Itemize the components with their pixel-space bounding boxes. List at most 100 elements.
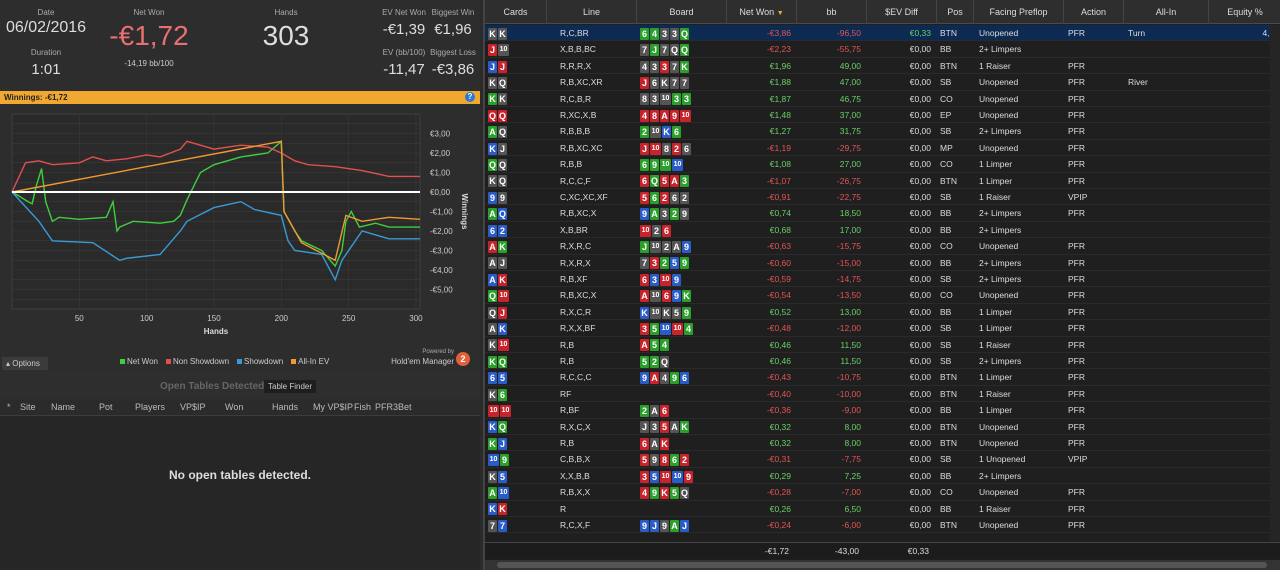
table-row[interactable]: A Q R,B,B,B 2 10 K 6 €1,27 31,75 €0,00 SB 2+ Limper… [485, 123, 1280, 140]
pos-cell: CO [940, 241, 953, 252]
ev-diff-cell: €0,00 [909, 257, 931, 268]
facing-cell: 1 Raiser [979, 339, 1011, 350]
table-row[interactable]: J J R,R,R,X 4 3 3 7 K €1,96 49,00 €0,00 BTN 1 Raiser… [485, 58, 1280, 75]
table-row[interactable]: A 10 R,B,X,X 4 9 K 5 Q -€0,28 -7,00 €0,00 CO Unopene… [485, 484, 1280, 501]
open-tables-columns: * Site Name Pot Players VP$IP Won Hands … [0, 399, 480, 416]
playing-card: 2 [662, 240, 671, 253]
playing-card: 6 [498, 388, 507, 401]
playing-card: 5 [650, 322, 659, 335]
facing-cell: Unopened [979, 438, 1019, 448]
table-row[interactable]: K Q R,C,C,F 6 Q 5 A 3 -€1,07 -26,75 €0,00 BTN 1 Limp… [485, 173, 1280, 189]
table-row[interactable]: Q J R,X,C,R K 10 K 5 9 €0,52 13,00 €0,00 BB 1 Limper… [485, 304, 1280, 321]
horizontal-scrollbar[interactable] [485, 560, 1280, 570]
table-row[interactable]: Q 10 R,B,XC,X A 10 6 9 K -€0,54 -13,50 €0,00 CO Unop… [485, 287, 1280, 304]
table-row[interactable]: A J R,X,R,X 7 3 2 5 9 -€0,60 -15,00 €0,00 BB 2+ Limp… [485, 255, 1280, 271]
equity-cell: na [1209, 304, 1279, 320]
col-line[interactable]: Line [547, 0, 637, 24]
col-site[interactable]: Site [20, 402, 36, 412]
table-row[interactable]: K J R,B,XC,XC J 10 8 2 6 -€1,19 -29,75 €0,00 MP Unop… [485, 140, 1280, 157]
table-row[interactable]: K Q R,X,C,X J 3 5 A K €0,32 8,00 €0,00 BTN Unopened P… [485, 419, 1280, 435]
table-row[interactable]: 10 10 R,BF 2 A 6 -€0,36 -9,00 €0,00 BB 1 Limper PFR… [485, 402, 1280, 419]
legend-showdown[interactable]: Showdown [237, 357, 283, 366]
col-my-vpip[interactable]: My VP$IP [313, 402, 354, 412]
playing-card: J [498, 60, 507, 73]
col-fish[interactable]: Fish [354, 402, 372, 412]
playing-card: A [670, 175, 679, 188]
net-won-cell: -€1,19 [766, 142, 791, 153]
col-bb[interactable]: bb [797, 0, 867, 24]
table-row[interactable]: A K R,X,X,BF 3 5 10 10 4 -€0,48 -12,00 €0,00 SB 1 Li… [485, 320, 1280, 337]
bb-cell: -10,75 [836, 372, 861, 383]
col-board[interactable]: Board [637, 0, 727, 24]
table-row[interactable]: A K R,X,R,C J 10 2 A 9 -€0,63 -15,75 €0,00 CO Unopen… [485, 238, 1280, 255]
net-won-cell: €1,87 [769, 93, 791, 104]
table-finder-button[interactable]: Table Finder [264, 380, 317, 393]
table-row[interactable]: K K R,C,BR 6 4 3 3 Q -€3,86 -96,50 €0,33 BTN Unopene… [485, 25, 1280, 42]
table-row[interactable]: J 10 X,B,B,BC 7 J 7 Q Q -€2,23 -55,75 €0,00 BB 2+ Li… [485, 41, 1280, 58]
col-pot[interactable]: Pot [99, 402, 113, 412]
net-won-cell: €0,32 [769, 421, 791, 432]
table-row[interactable]: 9 9 C,XC,XC,XF 5 6 2 6 2 -€0,91 -22,75 €0,00 SB 1 Ra… [485, 189, 1280, 206]
playing-card: 3 [660, 27, 669, 40]
facing-cell: 2+ Limpers [979, 208, 1022, 219]
table-row[interactable]: KK R €0,26 6,50 €0,00 BB 1 Raiser PFR na [485, 501, 1280, 517]
table-row[interactable]: 6 5 R,C,C,C 9 A 4 9 6 -€0,43 -10,75 €0,00 BTN 1 Limp… [485, 369, 1280, 386]
legend-non-showdown[interactable]: Non Showdown [165, 357, 229, 366]
action-cell: PFR [1068, 28, 1085, 38]
vertical-scrollbar[interactable] [1270, 25, 1280, 542]
col-action[interactable]: Action [1064, 0, 1124, 24]
table-row[interactable]: K Q R,B,XC,XR J 6 K 7 7 €1,88 47,00 €0,00 SB Unopene… [485, 74, 1280, 91]
col-3bet[interactable]: 3Bet [393, 402, 412, 412]
pos-cell: SB [940, 454, 952, 465]
legend-allin-ev[interactable]: All-In EV [291, 357, 329, 366]
col-cards[interactable]: Cards [485, 0, 547, 24]
col-net-won[interactable]: Net Won ▼ [727, 0, 797, 24]
options-button[interactable]: ▴ Options [2, 357, 48, 370]
col-facing-preflop[interactable]: Facing Preflop [974, 0, 1064, 24]
table-row[interactable]: 7 7 R,C,X,F 9 J 9 A J -€0,24 -6,00 €0,00 BTN Unopene… [485, 517, 1280, 534]
col-players[interactable]: Players [135, 402, 166, 412]
playing-card: K [498, 240, 507, 253]
col-pfr[interactable]: PFR [375, 402, 393, 412]
table-row[interactable]: Q Q R,B,B 6 9 10 10 €1,08 27,00 €0,00 CO 1 Limper PF… [485, 156, 1280, 173]
col-name[interactable]: Name [51, 402, 76, 412]
table-row[interactable]: 10 9 C,B,B,X 5 9 8 6 2 -€0,31 -7,75 €0,00 SB 1 Unope… [485, 451, 1280, 468]
legend-net-won[interactable]: Net Won [120, 357, 158, 366]
table-row[interactable]: K10 R,B A54 €0,46 11,50 €0,00 SB 1 Raiser PFR na [485, 337, 1280, 353]
net-won-cell: €1,88 [769, 77, 791, 88]
table-row[interactable]: K6 RF -€0,40 -10,00 €0,00 BTN 1 Raiser PFR na [485, 386, 1280, 403]
playing-card: 9 [684, 470, 693, 483]
col-pos[interactable]: Pos [937, 0, 974, 24]
playing-card: A [660, 109, 669, 122]
duration-label: Duration [30, 48, 62, 57]
col-star[interactable]: * [7, 402, 11, 412]
table-row[interactable]: A Q R,B,XC,X 9 A 3 2 9 €0,74 18,50 €0,00 BB 2+ Limpe… [485, 205, 1280, 222]
help-icon[interactable]: ? [465, 92, 475, 102]
col-won[interactable]: Won [225, 402, 244, 412]
col-hands[interactable]: Hands [272, 402, 299, 412]
col-ev-diff[interactable]: $EV Diff [867, 0, 937, 24]
table-row[interactable]: A K R,B,XF 6 3 10 9 -€0,59 -14,75 €0,00 SB 2+ Limpe… [485, 271, 1280, 288]
table-row[interactable]: K 5 X,X,B,B 3 5 10 10 9 €0,29 7,25 €0,00 BB 2+ Limpe… [485, 468, 1280, 485]
line-cell: X,B,BR [560, 224, 588, 235]
playing-card: J [650, 519, 659, 532]
col-allin[interactable]: All-In [1124, 0, 1209, 24]
equity-cell: na [1209, 41, 1279, 57]
table-row[interactable]: K K R,C,B,R 8 3 10 3 3 €1,87 46,75 €0,00 CO Unopened… [485, 91, 1280, 107]
playing-card: 10 [488, 404, 499, 417]
action-cell: PFR [1068, 93, 1085, 104]
col-equity[interactable]: Equity % [1209, 0, 1280, 24]
scroll-thumb[interactable] [497, 562, 1267, 568]
playing-card: K [488, 437, 497, 450]
playing-card: A [488, 126, 497, 139]
col-vpip[interactable]: VP$IP [180, 402, 206, 412]
table-row[interactable]: Q Q R,XC,X,B 4 8 A 9 10 €1,48 37,00 €0,00 EP Unopene… [485, 107, 1280, 124]
open-tables-list: No open tables detected. [0, 416, 480, 570]
